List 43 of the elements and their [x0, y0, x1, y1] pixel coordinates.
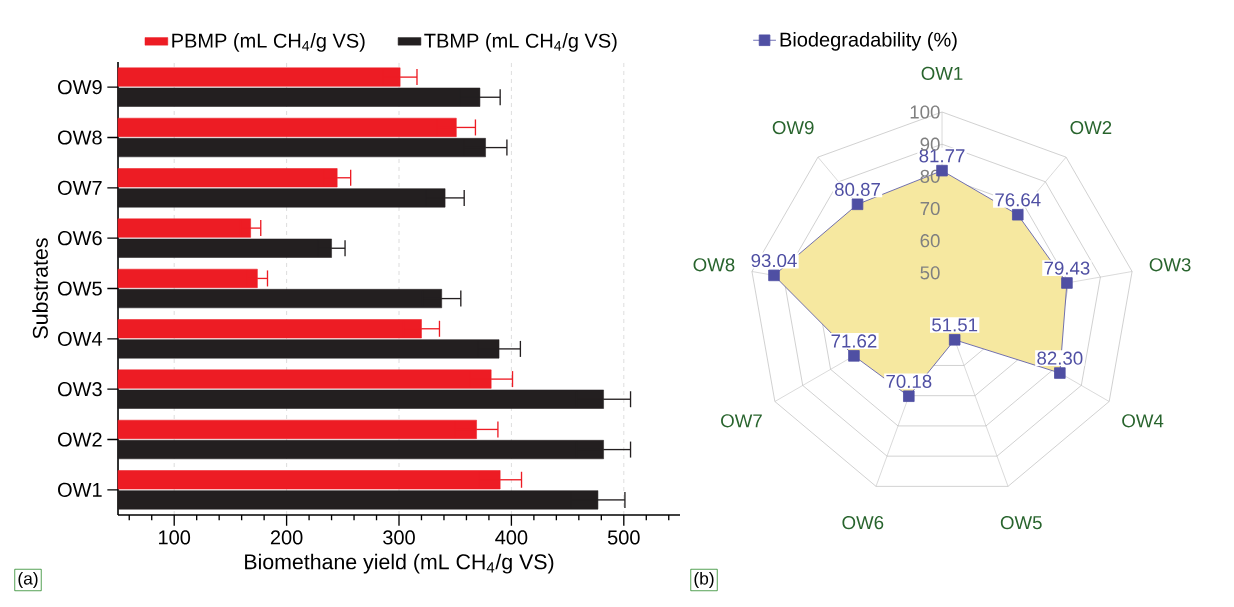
y-tick-label: OW7	[58, 180, 102, 195]
y-tick-label: OW6	[58, 231, 102, 246]
y-tick-label: 90	[920, 137, 940, 151]
y-tick-label: 100	[910, 105, 940, 119]
y-tick-label: 50	[920, 266, 940, 280]
x-tick-label: 100	[159, 530, 191, 545]
data-label: 80.87	[834, 182, 880, 197]
x-tick-label: 300	[383, 530, 415, 545]
legend-label: PBMP (mL CH$_{4}$/g VS)	[172, 33, 365, 52]
x-tick-label: 500	[607, 530, 640, 545]
spoke-label: OW4	[1122, 414, 1164, 428]
y-tick-label: 70	[920, 201, 940, 216]
spoke-label: OW9	[772, 120, 814, 135]
text: (a)	[18, 571, 38, 589]
y-tick-label: OW8	[58, 130, 102, 145]
text: (b)	[694, 571, 714, 589]
spoke-label: OW7	[721, 414, 762, 428]
x-axis-title: Biomethane yield (mL CH$_{4}$/g VS)	[245, 553, 554, 574]
spoke-label: OW3	[1149, 258, 1191, 272]
y-tick-label: OW5	[58, 281, 102, 296]
y-tick-label: OW9	[58, 80, 102, 95]
spoke-label: OW8	[693, 258, 735, 272]
data-label: 82.30	[1037, 351, 1083, 365]
data-label: 76.64	[995, 193, 1041, 207]
data-label: 70.18	[886, 374, 932, 388]
data-label: 71.62	[831, 334, 877, 348]
y-tick-label: 60	[920, 234, 940, 248]
spoke-label: OW2	[1070, 120, 1112, 135]
x-tick-label: 200	[270, 530, 303, 545]
y-axis-title: Substrates	[32, 238, 48, 339]
legend-label: Biodegradability (%)	[780, 32, 957, 51]
data-label: 93.04	[751, 253, 797, 268]
data-label: 81.77	[919, 149, 965, 163]
y-tick-label: OW4	[58, 331, 103, 346]
x-tick-label: 400	[495, 530, 528, 545]
spoke-label: OW6	[842, 516, 884, 530]
legend-label: TBMP (mL CH$_{4}$/g VS)	[424, 33, 617, 52]
data-label: 51.51	[932, 318, 978, 332]
y-tick-label: OW2	[58, 432, 102, 447]
y-tick-label: OW1	[58, 482, 102, 497]
data-label: 79.43	[1044, 261, 1090, 275]
y-tick-label: OW3	[58, 382, 102, 397]
spoke-label: OW5	[1000, 516, 1042, 530]
